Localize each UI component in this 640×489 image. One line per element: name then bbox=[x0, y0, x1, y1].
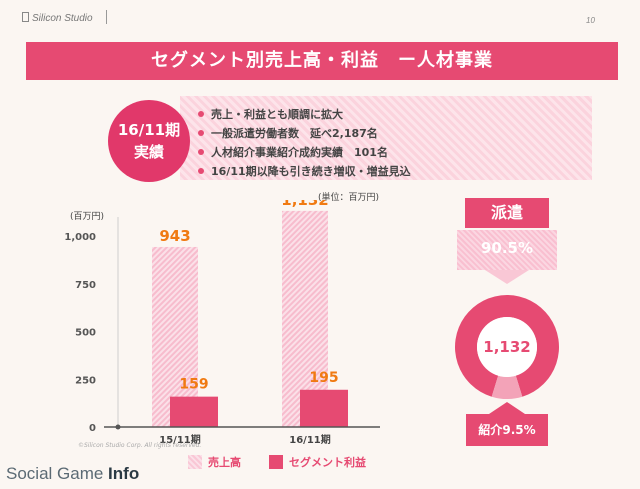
header: Silicon Studio 10 bbox=[0, 0, 640, 40]
bullet-dot-icon bbox=[198, 167, 204, 174]
page-title: セグメント別売上高・利益 ー人材事業 bbox=[26, 42, 618, 80]
legend-swatch-profit bbox=[269, 455, 283, 469]
legend-label-sales: 売上高 bbox=[208, 456, 241, 469]
bullet-dot-icon bbox=[198, 110, 204, 117]
dispatch-arrow-icon bbox=[485, 270, 529, 284]
x-tick-label: 16/11期 bbox=[289, 433, 330, 445]
data-label-sales: 943 bbox=[159, 227, 190, 245]
watermark: Social Game Info bbox=[6, 464, 140, 483]
results-badge: 16/11期 実績 bbox=[108, 100, 190, 182]
legend-swatch-sales bbox=[188, 455, 202, 469]
y-tick-label: 1,000 bbox=[64, 232, 96, 243]
donut-hole bbox=[477, 317, 537, 377]
breakdown-donut: 1,132 bbox=[455, 295, 559, 399]
referral-arrow-icon bbox=[489, 402, 525, 414]
bullet-item: 一般派遣労働者数 延べ2,187名 bbox=[198, 123, 411, 142]
dispatch-share-value: 90.5% bbox=[480, 239, 534, 257]
y-tick-label: 250 bbox=[75, 375, 96, 386]
data-label-sales: 1,132 bbox=[281, 200, 328, 209]
copyright: ©Silicon Studio Corp. All rights reserve… bbox=[78, 442, 202, 449]
bar-chart: (百万円) 0 250 500 750 1,000 943 159 15/11期 1,132 195… bbox=[64, 200, 380, 445]
y-tick-label: 500 bbox=[75, 328, 96, 339]
bar-profit bbox=[170, 396, 218, 427]
bullet-item: 16/11期以降も引き続き増収・増益見込 bbox=[198, 161, 411, 180]
unit-label: (単位：百万円) bbox=[318, 193, 380, 203]
referral-share-box bbox=[466, 414, 548, 446]
x-tick-label: 15/11期 bbox=[159, 433, 200, 445]
logo-text: Silicon Studio bbox=[32, 13, 93, 24]
logo-icon bbox=[22, 12, 29, 22]
dispatch-share-box bbox=[457, 230, 557, 270]
y-tick-label: 0 bbox=[89, 423, 96, 434]
company-logo: Silicon Studio bbox=[22, 12, 93, 24]
bullet-item: 人材紹介事業紹介成約実績 101名 bbox=[198, 142, 411, 161]
results-badge-period: 16/11期 bbox=[117, 121, 181, 139]
referral-share-label: 紹介9.5% bbox=[478, 423, 536, 437]
y-axis-label: (百万円) bbox=[70, 211, 104, 222]
bar-profit bbox=[300, 389, 348, 427]
results-badge-label: 実績 bbox=[133, 143, 164, 161]
data-label-profit: 195 bbox=[309, 370, 338, 386]
bullet-dot-icon bbox=[198, 148, 204, 155]
dispatch-label: 派遣 bbox=[465, 198, 549, 228]
donut-total: 1,132 bbox=[483, 338, 530, 356]
header-divider bbox=[106, 10, 107, 24]
axis-origin-dot bbox=[115, 424, 121, 430]
donut-slice-dispatch bbox=[455, 295, 559, 397]
chart-legend: 売上高 セグメント利益 bbox=[188, 454, 366, 470]
results-band bbox=[180, 96, 592, 180]
page-number: 10 bbox=[586, 16, 595, 25]
y-tick-label: 750 bbox=[75, 280, 96, 291]
donut-slice-referral bbox=[491, 375, 523, 399]
results-bullets: 売上・利益とも順調に拡大 一般派遣労働者数 延べ2,187名 人材紹介事業紹介成… bbox=[198, 104, 411, 180]
legend-label-profit: セグメント利益 bbox=[289, 456, 366, 469]
bullet-dot-icon bbox=[198, 129, 204, 136]
bullet-item: 売上・利益とも順調に拡大 bbox=[198, 104, 411, 123]
data-label-profit: 159 bbox=[179, 377, 208, 393]
